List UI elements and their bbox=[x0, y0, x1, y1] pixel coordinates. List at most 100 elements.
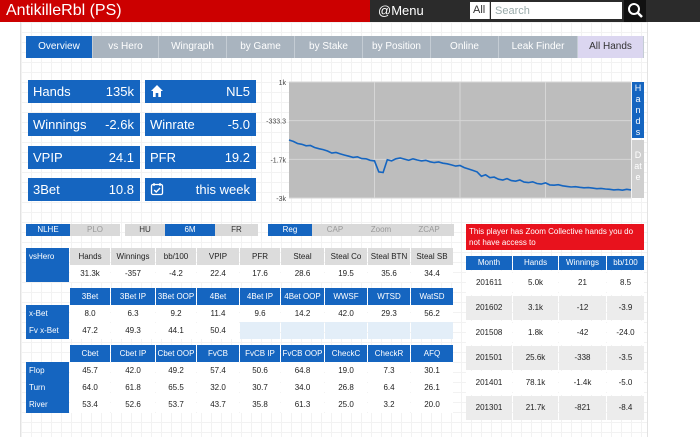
table2-cell: 50.4 bbox=[197, 322, 239, 339]
filter-fr[interactable]: FR bbox=[215, 224, 258, 236]
table2-row-label: x-Bet bbox=[26, 305, 69, 322]
table2-cell bbox=[325, 322, 367, 339]
table1-value: 28.6 bbox=[281, 265, 324, 282]
table1-value: 35.6 bbox=[368, 265, 410, 282]
table3-row-label: River bbox=[26, 396, 69, 413]
table1-value: 31.3k bbox=[70, 265, 110, 282]
table1-value: 34.4 bbox=[411, 265, 453, 282]
tab-vs-hero[interactable]: vs Hero bbox=[93, 36, 159, 58]
calendar-check-icon bbox=[150, 183, 164, 196]
table3-cell: 49.2 bbox=[156, 362, 196, 379]
table3-cell: 26.1 bbox=[411, 379, 453, 396]
filter-zoom[interactable]: Zoom bbox=[358, 224, 404, 236]
table3-cell: 57.4 bbox=[197, 362, 239, 379]
monthly-cell: 201508 bbox=[466, 321, 512, 345]
table3-cell: 50.6 bbox=[240, 362, 280, 379]
monthly-cell: -821 bbox=[559, 396, 606, 420]
filter-reg[interactable]: Reg bbox=[268, 224, 312, 236]
filter-hu[interactable]: HU bbox=[125, 224, 165, 236]
table2-cell bbox=[240, 322, 280, 339]
monthly-cell: -1.4k bbox=[559, 371, 606, 395]
table3-cell: 25.0 bbox=[325, 396, 367, 413]
search-button[interactable] bbox=[624, 0, 646, 22]
tab-wingraph[interactable]: Wingraph bbox=[159, 36, 227, 58]
pfr-value: 19.2 bbox=[224, 150, 250, 165]
winrate-value: -5.0 bbox=[227, 117, 250, 132]
search-icon bbox=[628, 3, 643, 18]
hands-value: 135k bbox=[105, 84, 134, 99]
table2-header: 3Bet IP bbox=[111, 288, 155, 305]
player-title: AntikilleRbl (PS) bbox=[0, 0, 370, 22]
tab-online[interactable]: Online bbox=[431, 36, 499, 58]
table2-header: 3Bet bbox=[70, 288, 110, 305]
monthly-cell: -338 bbox=[559, 346, 606, 370]
period-stat[interactable]: this week bbox=[145, 178, 256, 201]
monthly-cell: 25.6k bbox=[513, 346, 558, 370]
table3-cell: 42.0 bbox=[111, 362, 155, 379]
winnings-graph: 1k -333.3 -1.7k -3k bbox=[266, 80, 632, 202]
filter-6m[interactable]: 6M bbox=[165, 224, 215, 236]
tab-by-position[interactable]: by Position bbox=[363, 36, 431, 58]
stake-value: NL5 bbox=[226, 84, 250, 99]
graph-y-tick-label: 1k bbox=[279, 80, 287, 87]
table2-row-label: Fv x-Bet bbox=[26, 322, 69, 339]
stake-stat[interactable]: NL5 bbox=[145, 80, 256, 103]
filter-cap[interactable]: CAP bbox=[312, 224, 358, 236]
side-tab-date[interactable]: Date bbox=[632, 140, 644, 198]
table3-header: CheckR bbox=[368, 345, 410, 362]
filter-nlhe[interactable]: NLHE bbox=[26, 224, 70, 236]
monthly-cell: -8.4 bbox=[607, 396, 644, 420]
table3-row-label: Flop bbox=[26, 362, 69, 379]
table3-header: FvCB IP bbox=[240, 345, 280, 362]
vpip-stat: VPIP 24.1 bbox=[28, 146, 140, 169]
monthly-cell: 201602 bbox=[466, 296, 512, 320]
table1-value: 22.4 bbox=[197, 265, 239, 282]
search-scope-select[interactable]: All bbox=[470, 2, 490, 19]
table1-header: Hands bbox=[70, 248, 110, 265]
graph-y-tick-label: -3k bbox=[276, 196, 286, 202]
top-bar: AntikilleRbl (PS) @Menu All bbox=[0, 0, 700, 22]
table1-header: PFR bbox=[240, 248, 280, 265]
monthly-cell: -42 bbox=[559, 321, 606, 345]
filter-plo[interactable]: PLO bbox=[70, 224, 120, 236]
monthly-cell: 201301 bbox=[466, 396, 512, 420]
table3-cell: 45.7 bbox=[70, 362, 110, 379]
search-input[interactable] bbox=[491, 2, 622, 19]
filter-zcap[interactable]: ZCAP bbox=[404, 224, 454, 236]
table3-cell: 61.8 bbox=[111, 379, 155, 396]
table1-value: 19.5 bbox=[325, 265, 367, 282]
menu-button[interactable]: @Menu bbox=[378, 3, 424, 18]
winrate-label: Winrate bbox=[150, 117, 195, 132]
table3-header: Cbet IP bbox=[111, 345, 155, 362]
table3-cell: 19.0 bbox=[325, 362, 367, 379]
monthly-cell: 1.8k bbox=[513, 321, 558, 345]
vpip-value: 24.1 bbox=[108, 150, 134, 165]
side-tab-hands[interactable]: Hands bbox=[632, 82, 644, 138]
table3-cell: 20.0 bbox=[411, 396, 453, 413]
table3-header: FvCB OOP bbox=[281, 345, 324, 362]
table2-cell: 56.2 bbox=[411, 305, 453, 322]
table3-cell: 6.4 bbox=[368, 379, 410, 396]
tab-by-stake[interactable]: by Stake bbox=[295, 36, 363, 58]
table2-cell: 6.3 bbox=[111, 305, 155, 322]
monthly-header: bb/100 bbox=[607, 256, 644, 270]
table3-header: FvCB bbox=[197, 345, 239, 362]
hands-stat: Hands 135k bbox=[28, 80, 140, 103]
table1-value: 17.6 bbox=[240, 265, 280, 282]
table2-header: 4Bet IP bbox=[240, 288, 280, 305]
tab-by-game[interactable]: by Game bbox=[227, 36, 295, 58]
table3-cell: 35.8 bbox=[240, 396, 280, 413]
table2-cell: 9.2 bbox=[156, 305, 196, 322]
tab-all-hands[interactable]: All Hands bbox=[578, 36, 644, 58]
graph-y-ticks: 1k -333.3 -1.7k -3k bbox=[266, 80, 286, 202]
table2-cell bbox=[411, 322, 453, 339]
table2-header: 4Bet bbox=[197, 288, 239, 305]
monthly-cell: 201611 bbox=[466, 271, 512, 295]
tab-leak-finder[interactable]: Leak Finder bbox=[499, 36, 578, 58]
nav-tabs: Overview vs Hero Wingraph by Game by Sta… bbox=[26, 36, 644, 58]
winnings-value: -2.6k bbox=[105, 117, 134, 132]
graph-grid bbox=[289, 81, 631, 199]
graph-line bbox=[288, 139, 632, 192]
tab-overview[interactable]: Overview bbox=[26, 36, 93, 58]
table3-cell: 30.1 bbox=[411, 362, 453, 379]
